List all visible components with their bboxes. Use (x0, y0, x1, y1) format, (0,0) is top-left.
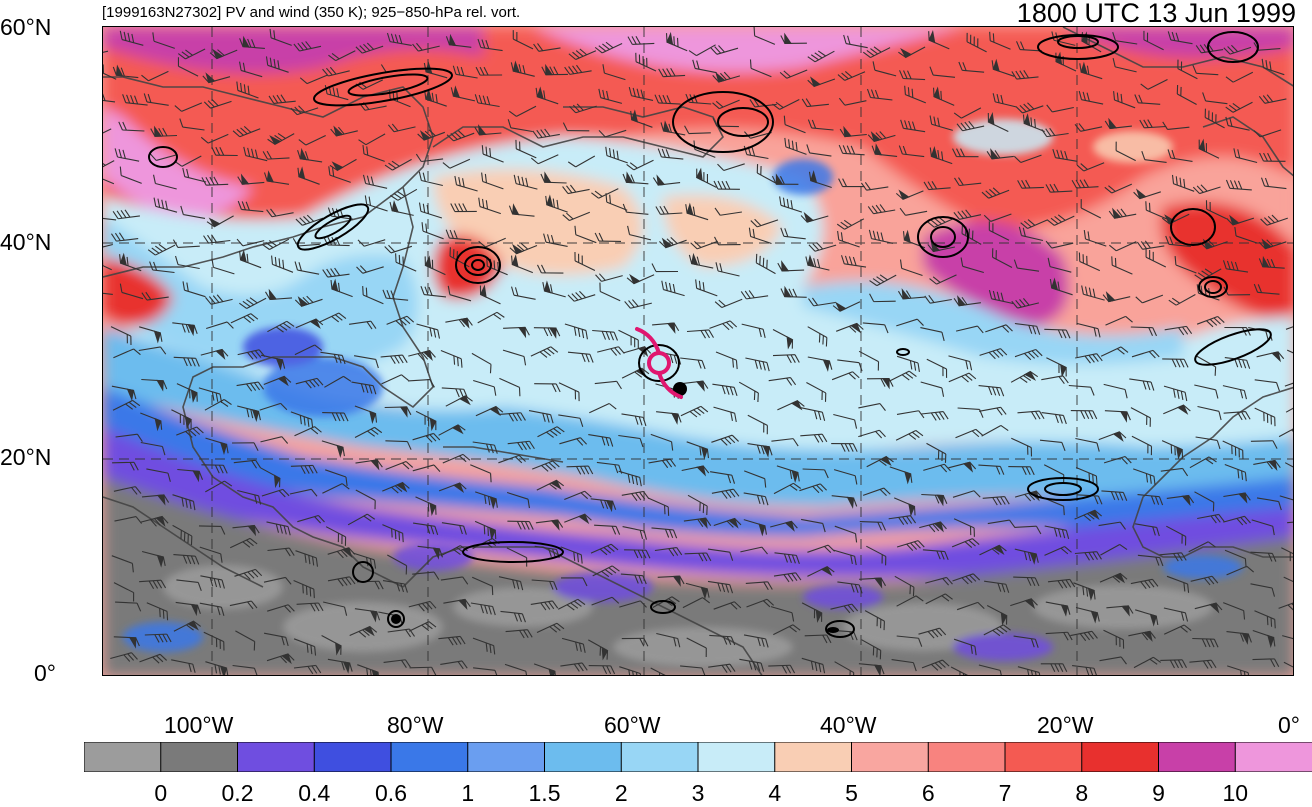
colorbar (84, 742, 1312, 772)
colorbar-swatch (852, 742, 929, 772)
lon-label-40w: 40°W (820, 712, 877, 739)
colorbar-swatch (928, 742, 1005, 772)
lon-label-80w: 80°W (387, 712, 444, 739)
lon-label-20w: 20°W (1037, 712, 1094, 739)
lat-label-60n: 60°N (0, 14, 51, 41)
colorbar-tick-label: 3 (692, 780, 705, 807)
colorbar-tick-label: 0.6 (375, 780, 407, 807)
colorbar-tick-label: 0.2 (222, 780, 254, 807)
colorbar-swatch (391, 742, 468, 772)
colorbar-swatch (545, 742, 622, 772)
colorbar-tick-label: 1 (461, 780, 474, 807)
colorbar-tick-label: 6 (922, 780, 935, 807)
colorbar-tick-label: 0 (154, 780, 167, 807)
colorbar-swatch (314, 742, 391, 772)
weather-map (102, 26, 1294, 676)
colorbar-tick-label: 9 (1152, 780, 1165, 807)
lat-label-40n: 40°N (0, 229, 51, 256)
colorbar-swatch (468, 742, 545, 772)
lon-label-60w: 60°W (604, 712, 661, 739)
colorbar-tick-label: 2 (615, 780, 628, 807)
colorbar-swatch (84, 742, 161, 772)
colorbar-swatch (1159, 742, 1236, 772)
colorbar-swatch (621, 742, 698, 772)
lon-label-0: 0° (1278, 712, 1300, 739)
colorbar-swatch (238, 742, 315, 772)
colorbar-swatch (698, 742, 775, 772)
colorbar-swatch (1005, 742, 1082, 772)
lon-label-100w: 100°W (164, 712, 233, 739)
colorbar-tick-label: 5 (845, 780, 858, 807)
colorbar-swatch (1235, 742, 1312, 772)
colorbar-swatches (84, 742, 1312, 772)
lat-label-20n: 20°N (0, 444, 51, 471)
lat-label-0: 0° (34, 660, 56, 687)
colorbar-tick-label: 8 (1075, 780, 1088, 807)
colorbar-tick-label: 0.4 (298, 780, 330, 807)
colorbar-swatch (1082, 742, 1159, 772)
map-canvas (103, 27, 1294, 676)
plot-title-right: 1800 UTC 13 Jun 1999 (1017, 0, 1296, 29)
plot-title-left: [1999163N27302] PV and wind (350 K); 925… (102, 4, 520, 21)
colorbar-tick-label: 1.5 (529, 780, 561, 807)
colorbar-tick-label: 7 (999, 780, 1012, 807)
colorbar-tick-label: 4 (768, 780, 781, 807)
colorbar-swatch (775, 742, 852, 772)
colorbar-tick-label: 10 (1222, 780, 1248, 807)
colorbar-swatch (161, 742, 238, 772)
